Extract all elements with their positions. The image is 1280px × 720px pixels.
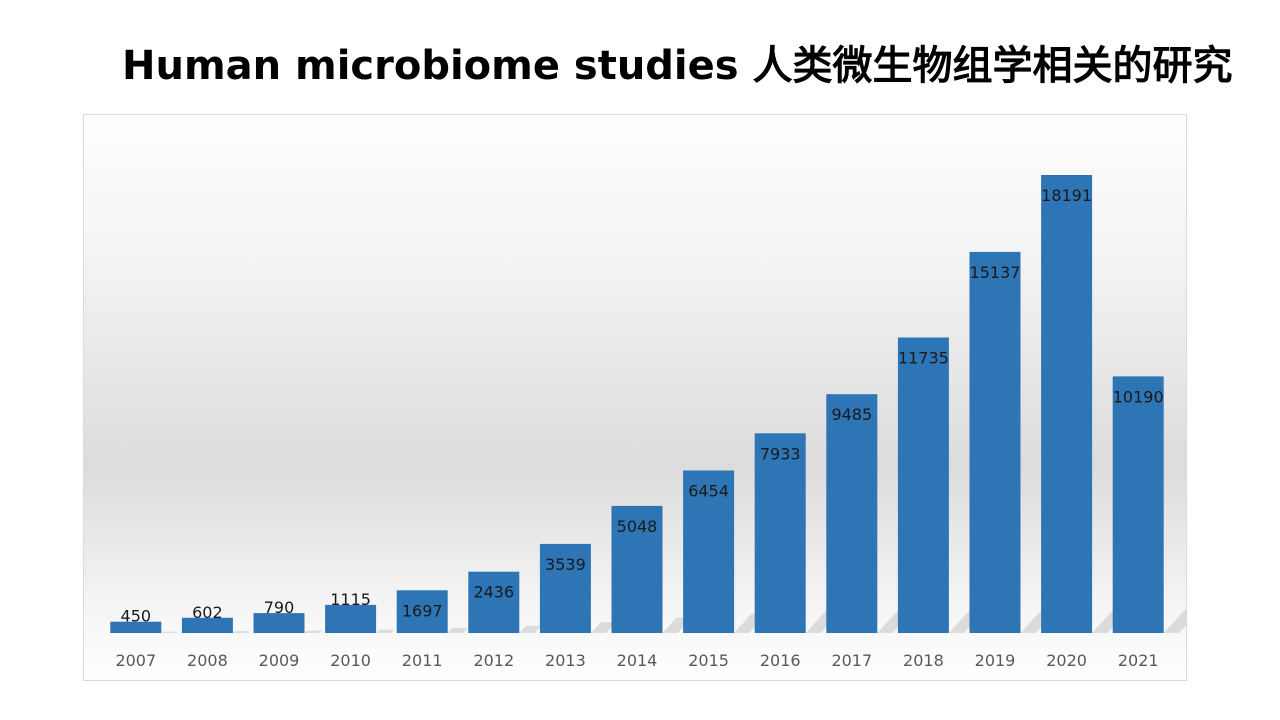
bar-shadow <box>376 629 395 633</box>
data-label-2011: 1697 <box>402 601 443 620</box>
x-tick-2010: 2010 <box>330 651 371 670</box>
x-tick-2007: 2007 <box>115 651 156 670</box>
bar-2013 <box>539 543 591 633</box>
bar-layer <box>110 175 1164 633</box>
bar-2019 <box>969 251 1021 633</box>
x-tick-2013: 2013 <box>545 651 586 670</box>
x-tick-2019: 2019 <box>975 651 1016 670</box>
data-label-2019: 15137 <box>970 263 1021 282</box>
data-label-2015: 6454 <box>688 482 729 501</box>
data-label-2017: 9485 <box>831 405 872 424</box>
x-axis-tick-layer: 2007 2008 2009 2010 2011 2012 2013 2014 2015 2016… <box>115 651 1158 670</box>
bar-shadow <box>590 622 617 633</box>
data-label-2009: 790 <box>264 598 295 617</box>
bar-2012 <box>468 571 520 633</box>
bar-2011 <box>396 590 448 633</box>
x-tick-2008: 2008 <box>187 651 228 670</box>
data-label-2010: 1115 <box>330 590 371 609</box>
data-label-2007: 450 <box>121 607 152 626</box>
x-tick-2017: 2017 <box>831 651 872 670</box>
slide-title: Human microbiome studies 人类微生物组学相关的研究 <box>122 43 1233 89</box>
data-label-2013: 3539 <box>545 555 586 574</box>
data-label-2018: 11735 <box>898 349 949 368</box>
data-label-2014: 5048 <box>617 517 658 536</box>
data-label-2016: 7933 <box>760 444 801 463</box>
bar-shadow <box>232 631 250 633</box>
bar-chart: 450 602 790 1115 1697 2436 3539 5048 6454 7933 948… <box>110 175 1186 670</box>
bar-2007 <box>110 621 162 633</box>
x-tick-2009: 2009 <box>259 651 300 670</box>
x-tick-2021: 2021 <box>1118 651 1159 670</box>
chart-area: 450 602 790 1115 1697 2436 3539 5048 6454 7933 948… <box>83 114 1187 681</box>
data-label-2008: 602 <box>192 603 223 622</box>
bar-2009 <box>253 613 305 633</box>
bar-shadow <box>161 631 178 633</box>
bar-2015 <box>683 470 735 633</box>
bar-shadow <box>1163 608 1186 633</box>
bar-2020 <box>1041 175 1093 633</box>
x-tick-2016: 2016 <box>760 651 801 670</box>
x-tick-2012: 2012 <box>473 651 514 670</box>
bar-2014 <box>611 505 663 633</box>
bar-2018 <box>897 337 949 633</box>
bar-2016 <box>754 433 806 633</box>
bar-2010 <box>325 604 377 633</box>
x-tick-2020: 2020 <box>1046 651 1087 670</box>
bar-2021 <box>1112 376 1164 633</box>
bar-shadow-layer <box>161 583 1186 633</box>
bar-2008 <box>181 617 233 633</box>
bar-2017 <box>826 394 878 633</box>
bar-shadow <box>519 625 542 633</box>
x-tick-2014: 2014 <box>617 651 658 670</box>
data-label-2020: 18191 <box>1041 186 1092 205</box>
x-tick-2015: 2015 <box>688 651 729 670</box>
bar-shadow <box>447 627 468 633</box>
x-tick-2011: 2011 <box>402 651 443 670</box>
data-label-2012: 2436 <box>473 583 514 602</box>
x-tick-2018: 2018 <box>903 651 944 670</box>
data-label-layer: 450 602 790 1115 1697 2436 3539 5048 6454 7933 948… <box>121 186 1164 626</box>
data-label-2021: 10190 <box>1113 387 1164 406</box>
bar-shadow <box>304 630 322 633</box>
